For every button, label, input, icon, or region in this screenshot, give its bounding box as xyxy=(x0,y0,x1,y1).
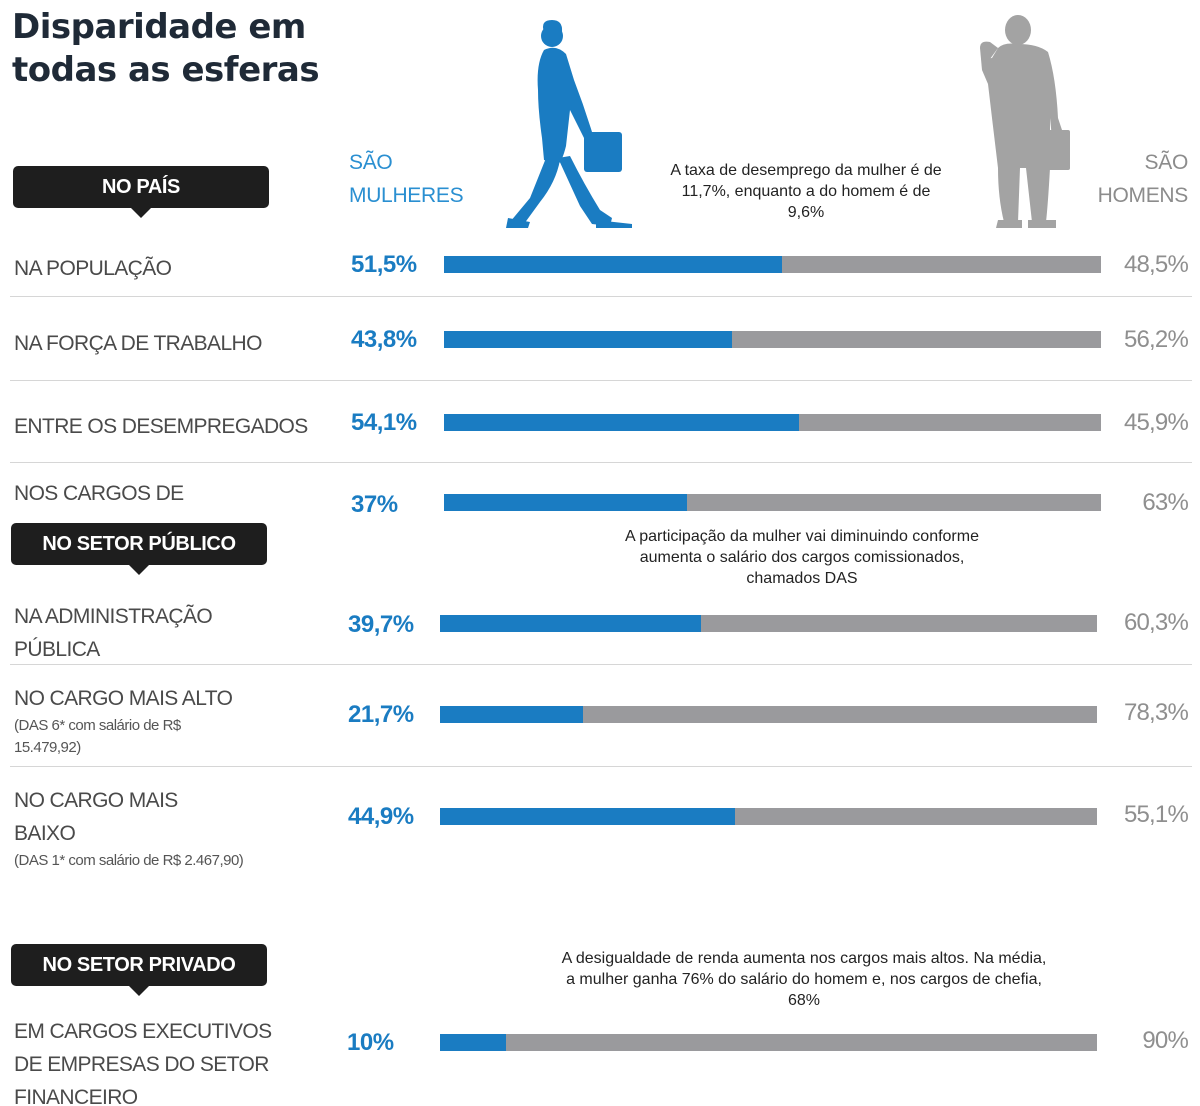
section-note-publico: A participação da mulher vai diminuindo … xyxy=(625,528,979,587)
women-percentage: 43,8% xyxy=(351,326,417,353)
row-label: NOS CARGOS DE xyxy=(14,477,334,510)
men-percentage: 56,2% xyxy=(1123,326,1189,353)
stacked-bar xyxy=(444,256,1101,273)
stacked-bar xyxy=(440,706,1097,723)
stacked-bar xyxy=(444,331,1101,348)
row-subtitle: (DAS 1* com salário de R$ 2.467,90) xyxy=(14,852,244,869)
row-title: ENTRE OS DESEMPREGADOS xyxy=(14,415,308,438)
stacked-bar xyxy=(444,414,1101,431)
women-bar-segment xyxy=(440,706,583,723)
section-note-pais: A taxa de desemprego da mulher é de 11,7… xyxy=(670,162,942,221)
row-divider xyxy=(10,462,1192,463)
row-title: EM CARGOS EXECUTIVOS DE EMPRESAS DO SETO… xyxy=(14,1020,272,1106)
badge-pointer xyxy=(128,564,150,575)
badge-pointer xyxy=(128,985,150,996)
row-title: NA ADMINISTRAÇÃO PÚBLICA xyxy=(14,605,213,661)
women-percentage: 39,7% xyxy=(348,611,414,638)
row-label: NA POPULAÇÃO xyxy=(14,252,334,285)
row-title: NO CARGO MAIS ALTO xyxy=(14,687,233,710)
man-silhouette-icon xyxy=(980,15,1070,228)
men-percentage: 48,5% xyxy=(1123,251,1189,278)
row-label: NA ADMINISTRAÇÃO PÚBLICA xyxy=(14,600,264,666)
men-percentage: 55,1% xyxy=(1123,801,1189,828)
section-badge-label: NO SETOR PÚBLICO xyxy=(42,532,236,555)
stacked-bar xyxy=(440,1034,1097,1051)
men-percentage: 78,3% xyxy=(1123,699,1189,726)
section-note-privado: A desigualdade de renda aumenta nos carg… xyxy=(561,950,1047,1009)
men-column-header: SÃO HOMENS xyxy=(1097,151,1189,207)
women-bar-segment xyxy=(444,414,800,431)
section-badge-label: NO SETOR PRIVADO xyxy=(42,953,236,976)
row-title: NA FORÇA DE TRABALHO xyxy=(14,332,262,355)
women-bar-segment xyxy=(444,331,732,348)
row-label: NO CARGO MAIS ALTO (DAS 6* com salário d… xyxy=(14,682,244,759)
row-label: NO CARGO MAIS BAIXO (DAS 1* com salário … xyxy=(14,784,244,872)
stacked-bar xyxy=(444,494,1101,511)
men-percentage: 63% xyxy=(1142,489,1188,516)
men-percentage: 60,3% xyxy=(1123,609,1189,636)
row-title: NA POPULAÇÃO xyxy=(14,257,172,280)
row-divider xyxy=(10,380,1192,381)
women-column-header: SÃO MULHERES xyxy=(349,151,464,207)
women-percentage: 21,7% xyxy=(348,701,414,728)
row-subtitle: (DAS 6* com salário de R$ 15.479,92) xyxy=(14,717,181,756)
women-percentage: 37% xyxy=(351,491,398,518)
row-divider xyxy=(10,296,1192,297)
women-bar-segment xyxy=(440,1034,506,1051)
section-badge-publico: NO SETOR PÚBLICO xyxy=(11,523,267,575)
row-label: ENTRE OS DESEMPREGADOS xyxy=(14,410,334,443)
woman-silhouette-icon xyxy=(506,20,632,228)
stacked-bar xyxy=(440,615,1097,632)
section-badge-pais: NO PAÍS xyxy=(13,166,269,218)
men-percentage: 45,9% xyxy=(1123,409,1189,436)
women-percentage: 51,5% xyxy=(351,251,417,278)
women-bar-segment xyxy=(444,256,783,273)
section-badge-privado: NO SETOR PRIVADO xyxy=(11,944,267,996)
stacked-bar xyxy=(440,808,1097,825)
row-title: NO CARGO MAIS BAIXO xyxy=(14,789,178,845)
row-divider xyxy=(10,664,1192,665)
page-title: Disparidade em todas as esferas xyxy=(12,7,320,90)
section-badge-label: NO PAÍS xyxy=(102,175,180,198)
row-divider xyxy=(10,766,1192,767)
row-label: NA FORÇA DE TRABALHO xyxy=(14,327,334,360)
women-percentage: 54,1% xyxy=(351,409,417,436)
women-bar-segment xyxy=(440,808,735,825)
men-percentage: 90% xyxy=(1142,1027,1188,1054)
badge-pointer xyxy=(130,207,152,218)
women-percentage: 10% xyxy=(347,1029,394,1056)
women-percentage: 44,9% xyxy=(348,803,414,830)
women-bar-segment xyxy=(440,615,701,632)
row-label: EM CARGOS EXECUTIVOS DE EMPRESAS DO SETO… xyxy=(14,1015,276,1106)
women-bar-segment xyxy=(444,494,688,511)
row-title: NOS CARGOS DE xyxy=(14,482,184,505)
